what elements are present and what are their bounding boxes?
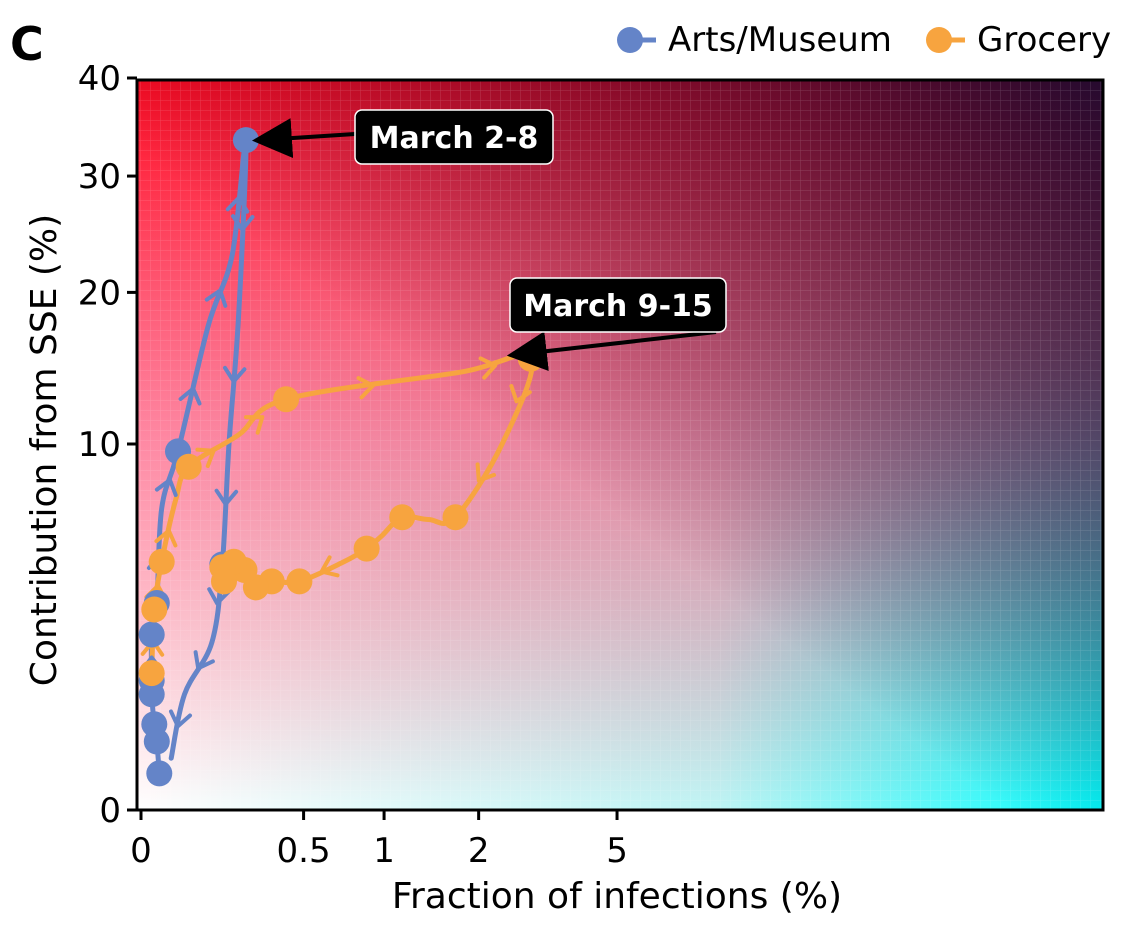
arts-museum-direction-arrow (178, 386, 202, 406)
grocery-point (148, 548, 175, 575)
y-tick-label: 20 (78, 273, 121, 313)
grocery-point (273, 386, 300, 413)
arts-museum-direction-arrow (225, 195, 250, 214)
arts-museum-point (232, 127, 259, 154)
grocery-point (517, 345, 544, 372)
annotation-arrow (251, 118, 356, 159)
legend-swatch-marker (617, 27, 643, 53)
y-tick-label: 0 (99, 791, 121, 831)
plot-background (137, 80, 1103, 810)
grocery-point (286, 568, 313, 595)
y-tick-label: 30 (78, 157, 121, 197)
legend-label: Grocery (977, 20, 1111, 60)
arts-museum-direction-arrow (193, 650, 215, 671)
arts-museum-direction-arrow (223, 365, 247, 384)
annotations: March 2-8 March 9-15 (251, 109, 727, 372)
x-tick-label: 0.5 (277, 831, 331, 871)
annotation-box (509, 277, 727, 333)
axes: 0 0.5 1 2 5 0 10 20 30 40 Fraction of infections (… (24, 59, 842, 917)
x-tick-label: 5 (606, 831, 628, 871)
arts-museum-direction-arrow (207, 587, 231, 606)
grocery-point (353, 535, 380, 562)
x-tick-label: 1 (373, 831, 395, 871)
legend: Arts/Museum Grocery (617, 20, 1111, 60)
grocery-point (442, 504, 469, 531)
legend-item-arts-museum: Arts/Museum (617, 20, 892, 60)
grocery-direction-arrow (356, 376, 375, 400)
grocery-direction-arrow (244, 415, 265, 435)
x-tick-label: 0 (130, 831, 152, 871)
legend-label: Arts/Museum (668, 20, 892, 60)
annotation-1: March 2-8 (251, 109, 554, 165)
grocery-point (141, 596, 168, 623)
arts-museum-direction-arrow (204, 288, 228, 308)
grocery-direction-arrow (475, 462, 496, 483)
arts-museum-point (141, 711, 168, 738)
panel-label: C (10, 17, 44, 71)
annotation-arrow (506, 330, 717, 372)
grocery-point (175, 453, 202, 480)
series-markers (138, 127, 544, 787)
arts-museum-direction-arrow (169, 709, 192, 729)
annotation-label: March 9-15 (523, 289, 713, 324)
grocery-point (138, 660, 165, 687)
arts-museum-direction-arrow (154, 477, 178, 497)
annotation-label: March 2-8 (370, 121, 539, 156)
grocery-point (211, 568, 237, 595)
arts-museum-direction-arrow (214, 488, 239, 507)
grocery-direction-arrow (195, 447, 216, 468)
grocery-direction-arrow (509, 384, 532, 404)
y-tick-label: 40 (78, 59, 121, 99)
arts-museum-point (138, 621, 165, 648)
grocery-direction-arrow (319, 555, 340, 578)
arts-museum-direction-arrow (231, 214, 255, 232)
y-axis-title: Contribution from SSE (%) (24, 214, 65, 686)
grocery-direction-arrow (478, 356, 498, 380)
x-tick-label: 2 (468, 831, 490, 871)
x-axis-title: Fraction of infections (%) (392, 876, 842, 917)
legend-swatch-marker (926, 27, 952, 53)
legend-item-grocery: Grocery (926, 20, 1111, 60)
grocery-direction-arrow (154, 528, 178, 548)
annotation-2: March 9-15 (506, 277, 727, 372)
arts-museum-point (146, 760, 173, 787)
grocery-point (389, 504, 416, 531)
y-tick-label: 10 (78, 425, 121, 465)
annotation-box (354, 109, 554, 165)
